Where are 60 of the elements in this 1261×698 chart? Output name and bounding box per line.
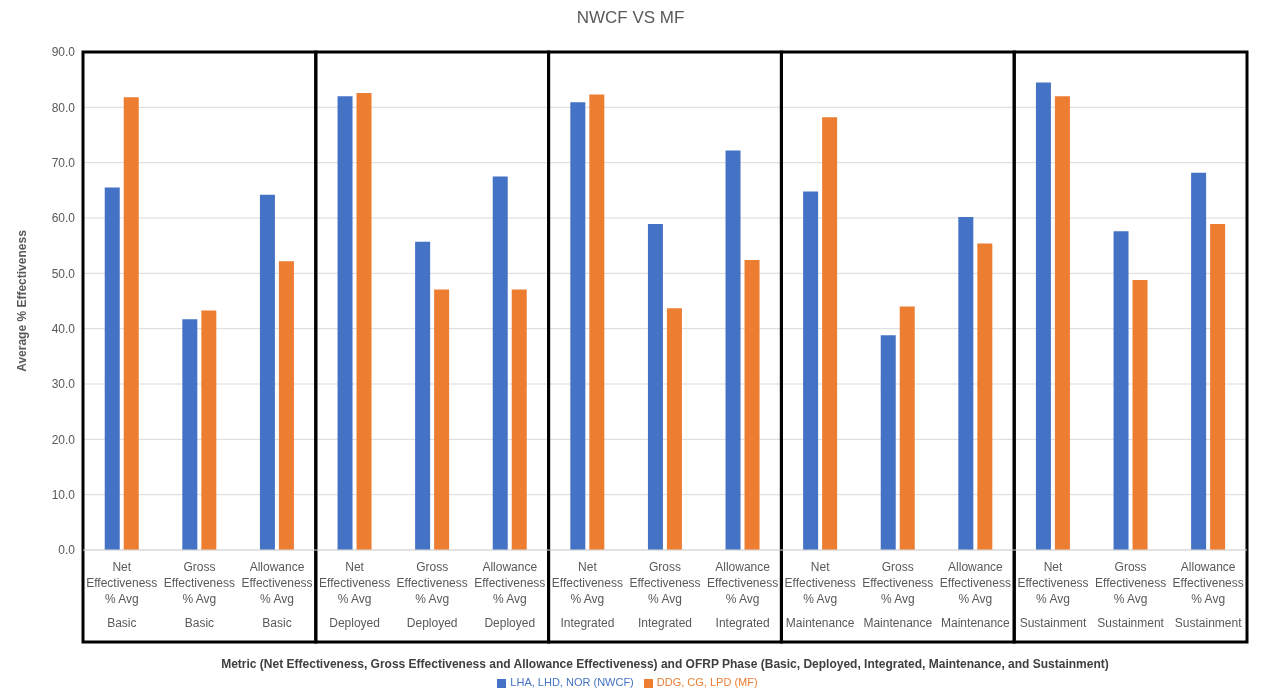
bar bbox=[666, 308, 682, 550]
bar bbox=[104, 187, 120, 550]
x-tick-label: Allowance Effectiveness % Avg Deployed bbox=[474, 560, 546, 630]
bar bbox=[511, 289, 527, 550]
bar bbox=[1035, 82, 1051, 550]
legend-label: LHA, LHD, NOR (NWCF) bbox=[510, 676, 634, 688]
x-tick-label: Gross Effectiveness % Avg Sustainment bbox=[1095, 560, 1167, 630]
x-tick-label: Net Effectiveness % Avg Basic bbox=[86, 560, 158, 630]
y-tick-label: 50.0 bbox=[51, 266, 76, 281]
x-tick-label: Gross Effectiveness % Avg Basic bbox=[163, 560, 235, 630]
bar bbox=[259, 194, 275, 550]
y-tick-label: 80.0 bbox=[51, 100, 76, 115]
bar bbox=[1113, 231, 1129, 550]
bar bbox=[1054, 96, 1070, 550]
x-tick-label: Net Effectiveness % Avg Maintenance bbox=[784, 560, 856, 630]
x-tick-label: Allowance Effectiveness % Avg Sustainment bbox=[1172, 560, 1244, 630]
y-tick-label: 90.0 bbox=[51, 45, 76, 60]
bar bbox=[958, 216, 974, 550]
y-tick-label: 10.0 bbox=[51, 487, 76, 502]
y-tick-label: 40.0 bbox=[51, 321, 76, 336]
y-tick-label: 0.0 bbox=[58, 543, 76, 558]
x-tick-label: Allowance Effectiveness % Avg Basic bbox=[241, 560, 313, 630]
chart-title: NWCF VS MF bbox=[575, 8, 686, 29]
bar bbox=[822, 117, 838, 550]
bar bbox=[977, 243, 993, 550]
bar bbox=[880, 335, 896, 550]
y-tick-label: 30.0 bbox=[51, 377, 76, 392]
bar bbox=[415, 241, 431, 550]
x-tick-label: Net Effectiveness % Avg Sustainment bbox=[1017, 560, 1089, 630]
y-tick-label: 70.0 bbox=[51, 155, 76, 170]
x-tick-label: Net Effectiveness % Avg Integrated bbox=[551, 560, 623, 630]
bar bbox=[570, 102, 586, 550]
bar bbox=[725, 150, 741, 550]
bar bbox=[1132, 279, 1148, 550]
bar bbox=[123, 97, 139, 550]
x-tick-label: Gross Effectiveness % Avg Integrated bbox=[629, 560, 701, 630]
bar bbox=[899, 306, 915, 550]
bar bbox=[278, 261, 294, 550]
bar bbox=[201, 310, 217, 550]
x-tick-label: Allowance Effectiveness % Avg Integrated bbox=[707, 560, 779, 630]
legend-label: DDG, CG, LPD (MF) bbox=[656, 676, 758, 688]
bar bbox=[589, 94, 605, 550]
bar bbox=[1191, 172, 1207, 550]
x-tick-label: Gross Effectiveness % Avg Deployed bbox=[396, 560, 468, 630]
y-tick-label: 20.0 bbox=[51, 432, 76, 447]
bar bbox=[744, 260, 760, 550]
y-axis-title: Average % Effectiveness bbox=[15, 229, 30, 372]
bar bbox=[803, 191, 819, 550]
bar bbox=[647, 224, 663, 550]
x-tick-label: Gross Effectiveness % Avg Maintenance bbox=[862, 560, 934, 630]
bar bbox=[337, 96, 353, 550]
y-tick-label: 60.0 bbox=[51, 211, 76, 226]
bar bbox=[1210, 224, 1226, 550]
bar bbox=[492, 176, 508, 550]
bar bbox=[434, 289, 450, 550]
x-tick-label: Allowance Effectiveness % Avg Maintenance bbox=[939, 560, 1011, 630]
x-axis-title: Metric (Net Effectiveness, Gross Effectiveness and Allowance Effectiveness) and OFRP Phase (Basic, Deployed, Integrated, Maintenance, and Sustainment) bbox=[221, 657, 1109, 671]
x-tick-label: Net Effectiveness % Avg Deployed bbox=[319, 560, 391, 630]
bar bbox=[182, 319, 198, 550]
bar bbox=[356, 92, 372, 550]
